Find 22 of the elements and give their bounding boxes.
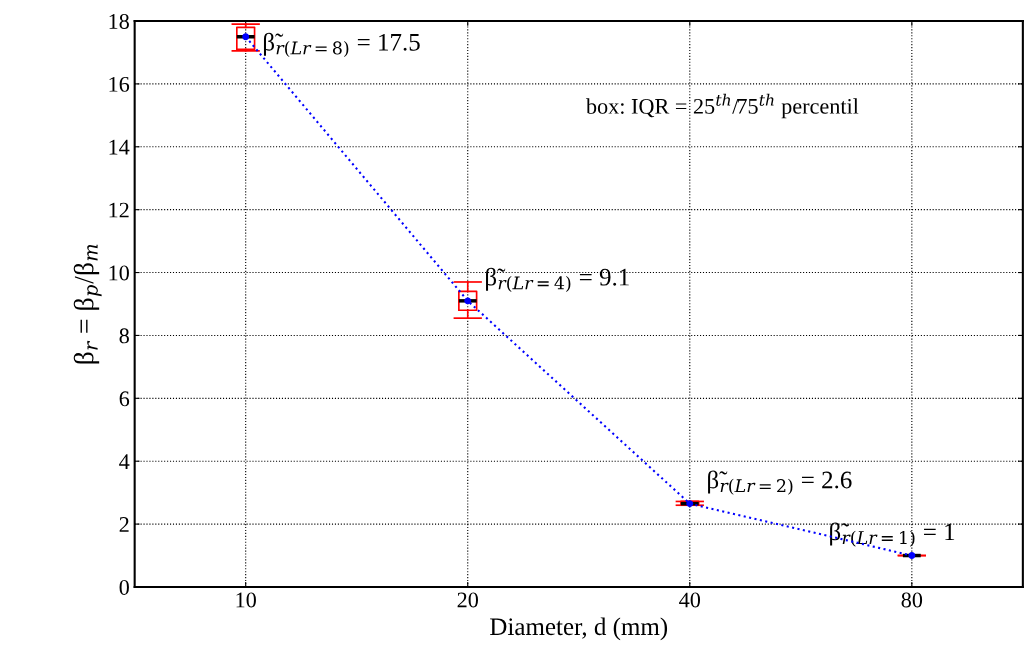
y-tick-label: 8 [119, 328, 129, 344]
y-axis-title: β$_{r}$ = β$_{p}$/β$_{m}$ [73, 244, 102, 364]
annotation: β̃$_{r(Lr=8)}$ = 17.5 [263, 32, 420, 58]
y-tick-label: 2 [119, 517, 129, 532]
annotation: β̃$_{r(Lr=2)}$ = 2.6 [708, 470, 852, 495]
x-tick-label: 20 [457, 592, 478, 608]
x-axis-title: Diameter, d (mm) [490, 617, 668, 641]
x-tick-label: 40 [679, 592, 701, 608]
x-tick-label: 80 [901, 592, 923, 608]
y-tick-label: 12 [109, 202, 129, 218]
annotation: β̃$_{r(Lr=1)}$ = 1 [830, 522, 955, 547]
y-tick-label: 14 [109, 139, 130, 155]
y-tick-label: 16 [109, 76, 130, 92]
annotation: box: IQR = 25$^{th}$/75$^{th}$ percentil [585, 93, 859, 119]
point [686, 500, 694, 508]
y-tick-label: 6 [119, 391, 130, 407]
y-tick-label: 0 [119, 579, 129, 595]
x-tick-label: 10 [236, 592, 256, 608]
y-tick-label: 10 [109, 265, 129, 281]
y-tick-label: 18 [109, 13, 129, 29]
annotation: β̃$_{r(Lr=4)}$ = 9.1 [486, 267, 629, 292]
y-tick-label: 4 [119, 454, 130, 469]
